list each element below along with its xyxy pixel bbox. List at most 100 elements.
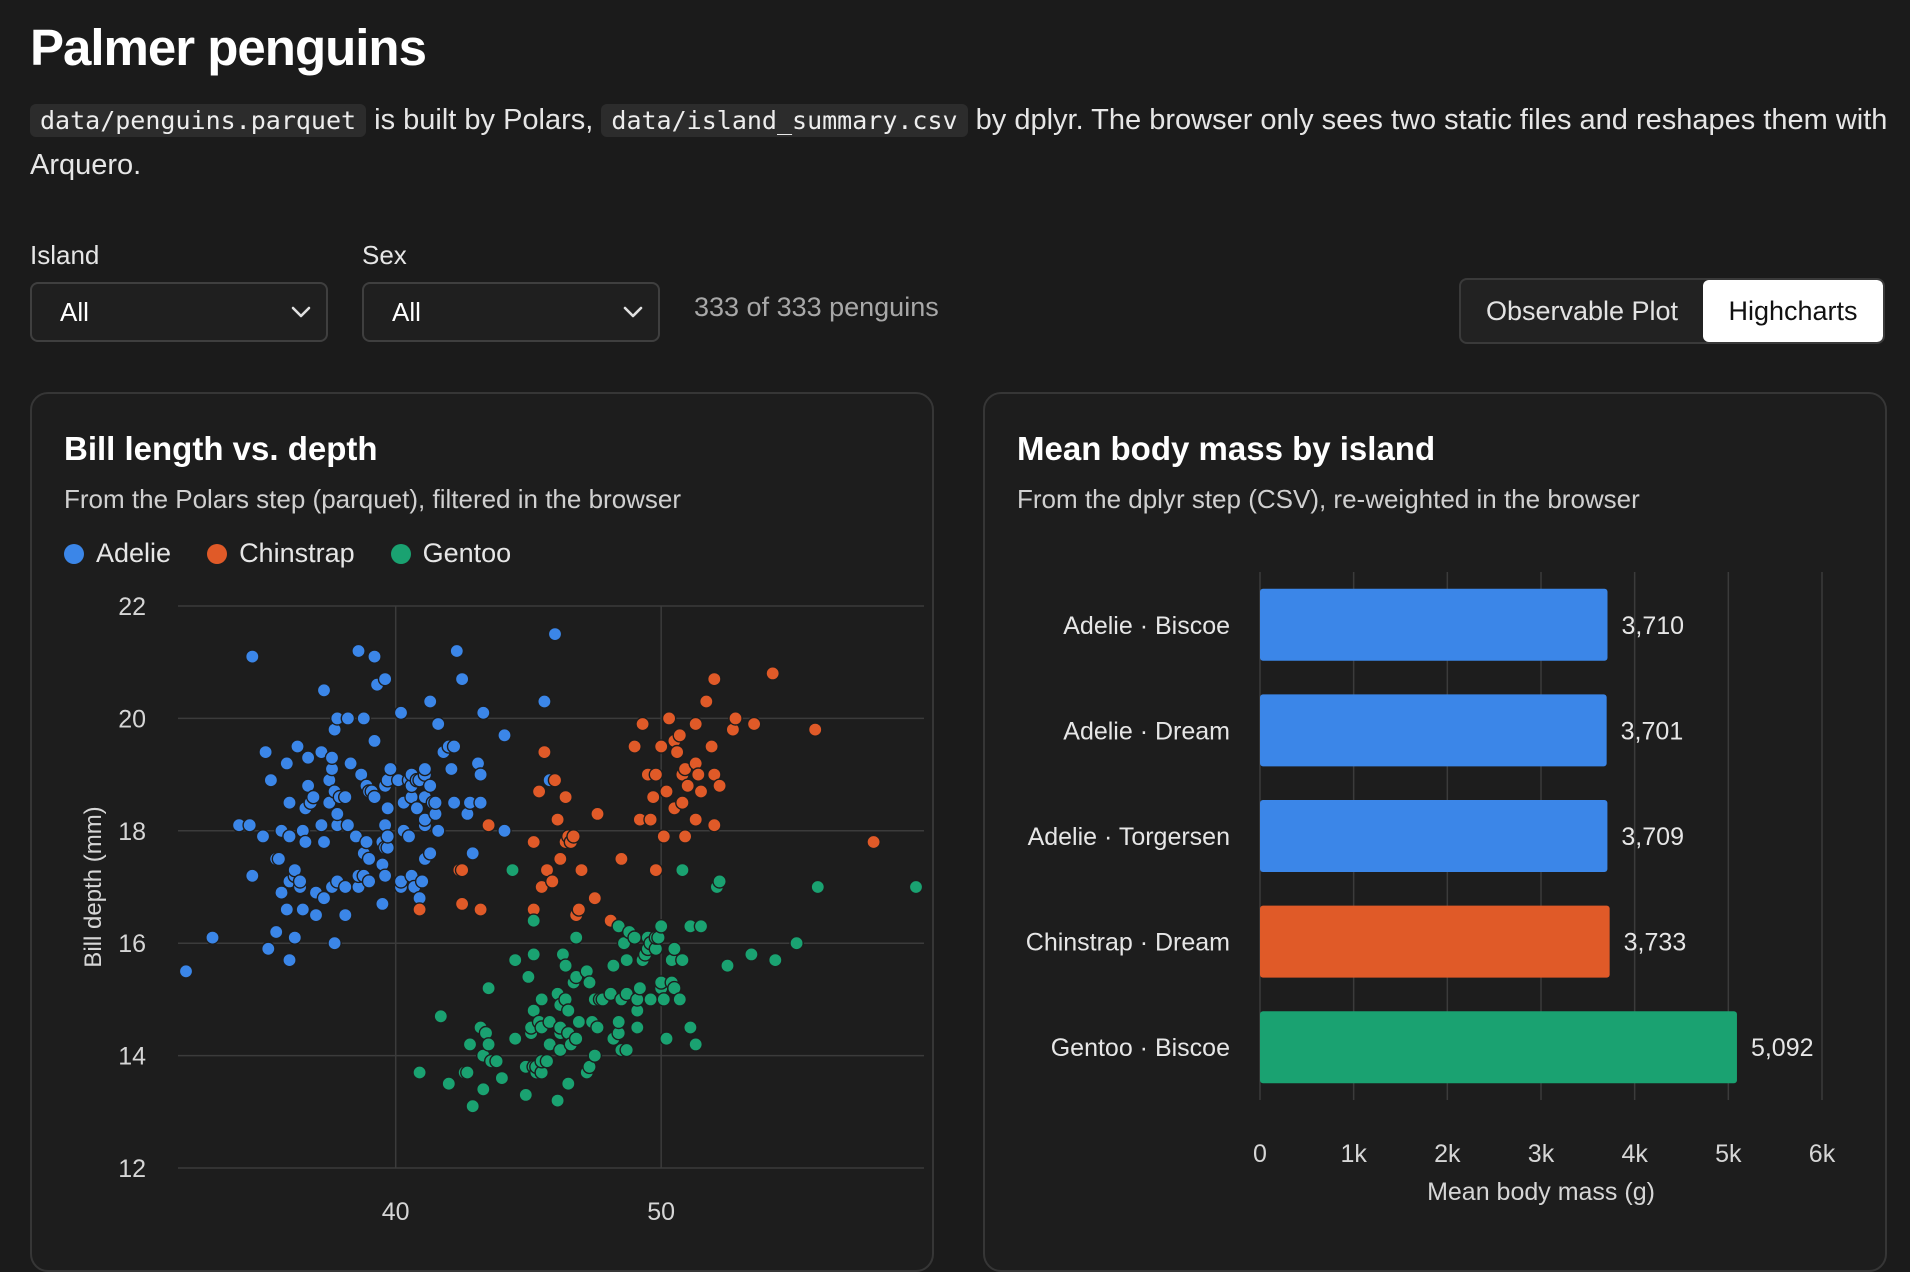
- scatter-point-gentoo[interactable]: [693, 918, 709, 934]
- scatter-point-chinstrap[interactable]: [704, 739, 719, 754]
- scatter-point-chinstrap[interactable]: [688, 812, 704, 827]
- scatter-point-adelie[interactable]: [430, 823, 446, 839]
- scatter-point-chinstrap[interactable]: [746, 716, 762, 732]
- scatter-point-gentoo[interactable]: [643, 992, 658, 1007]
- scatter-point-gentoo[interactable]: [460, 1065, 475, 1080]
- scatter-point-gentoo[interactable]: [526, 913, 542, 929]
- scatter-point-adelie[interactable]: [340, 711, 356, 726]
- scatter-point-adelie[interactable]: [178, 963, 194, 979]
- scatter-point-adelie[interactable]: [380, 800, 396, 816]
- scatter-point-adelie[interactable]: [414, 874, 430, 889]
- scatter-point-adelie[interactable]: [444, 761, 459, 777]
- scatter-point-chinstrap[interactable]: [558, 789, 573, 805]
- scatter-point-adelie[interactable]: [475, 705, 491, 721]
- scatter-point-chinstrap[interactable]: [707, 817, 722, 833]
- scatter-point-adelie[interactable]: [449, 643, 465, 659]
- scatter-point-chinstrap[interactable]: [693, 784, 709, 799]
- scatter-point-chinstrap[interactable]: [807, 722, 823, 737]
- scatter-point-adelie[interactable]: [260, 941, 276, 957]
- scatter-point-gentoo[interactable]: [521, 969, 536, 985]
- legend-item-adelie[interactable]: Adelie: [64, 538, 171, 569]
- scatter-point-adelie[interactable]: [367, 789, 382, 805]
- scatter-point-adelie[interactable]: [375, 896, 390, 912]
- scatter-point-gentoo[interactable]: [507, 952, 523, 968]
- scatter-point-gentoo[interactable]: [539, 1053, 555, 1069]
- scatter-point-gentoo[interactable]: [587, 1048, 603, 1063]
- scatter-point-adelie[interactable]: [298, 834, 313, 850]
- scatter-point-gentoo[interactable]: [675, 952, 690, 968]
- scatter-point-adelie[interactable]: [271, 851, 287, 867]
- scatter-point-chinstrap[interactable]: [473, 902, 488, 917]
- scatter-point-adelie[interactable]: [308, 907, 324, 923]
- scatter-point-chinstrap[interactable]: [531, 784, 547, 799]
- scatter-point-adelie[interactable]: [255, 829, 271, 844]
- scatter-point-adelie[interactable]: [306, 789, 321, 805]
- scatter-point-gentoo[interactable]: [672, 992, 688, 1007]
- legend-item-chinstrap[interactable]: Chinstrap: [207, 538, 355, 569]
- scatter-point-chinstrap[interactable]: [566, 829, 581, 844]
- scatter-point-gentoo[interactable]: [568, 1031, 584, 1047]
- scatter-point-chinstrap[interactable]: [590, 806, 605, 822]
- scatter-point-adelie[interactable]: [327, 935, 342, 951]
- scatter-point-adelie[interactable]: [329, 806, 345, 822]
- scatter-point-chinstrap[interactable]: [635, 716, 650, 732]
- scatter-point-chinstrap[interactable]: [672, 727, 688, 743]
- scatter-point-adelie[interactable]: [367, 649, 382, 664]
- scatter-point-chinstrap[interactable]: [545, 874, 560, 889]
- scatter-point-chinstrap[interactable]: [680, 778, 696, 794]
- scatter-point-gentoo[interactable]: [659, 1031, 674, 1047]
- scatter-point-gentoo[interactable]: [494, 1070, 510, 1086]
- scatter-point-adelie[interactable]: [377, 868, 393, 884]
- scatter-point-adelie[interactable]: [497, 823, 512, 839]
- scatter-point-gentoo[interactable]: [768, 952, 783, 968]
- bar-adelie-dream[interactable]: [1260, 694, 1607, 767]
- scatter-point-gentoo[interactable]: [534, 992, 550, 1007]
- scatter-point-adelie[interactable]: [465, 845, 481, 861]
- highcharts-button[interactable]: Highcharts: [1703, 280, 1883, 342]
- scatter-point-adelie[interactable]: [359, 834, 374, 850]
- scatter-point-gentoo[interactable]: [611, 1014, 627, 1030]
- scatter-point-adelie[interactable]: [497, 727, 512, 743]
- scatter-point-chinstrap[interactable]: [659, 784, 674, 799]
- scatter-point-gentoo[interactable]: [619, 1042, 635, 1058]
- scatter-point-gentoo[interactable]: [653, 918, 669, 934]
- scatter-point-gentoo[interactable]: [627, 930, 642, 945]
- scatter-point-adelie[interactable]: [422, 845, 438, 861]
- scatter-point-gentoo[interactable]: [441, 1076, 457, 1092]
- scatter-point-adelie[interactable]: [454, 671, 470, 687]
- scatter-point-gentoo[interactable]: [810, 879, 826, 895]
- scatter-point-adelie[interactable]: [446, 739, 462, 754]
- scatter-point-adelie[interactable]: [547, 626, 563, 642]
- scatter-point-adelie[interactable]: [279, 756, 295, 771]
- scatter-point-adelie[interactable]: [343, 756, 358, 771]
- scatter-point-chinstrap[interactable]: [412, 902, 427, 917]
- scatter-point-adelie[interactable]: [244, 868, 260, 884]
- legend-item-gentoo[interactable]: Gentoo: [390, 538, 511, 569]
- scatter-point-adelie[interactable]: [361, 851, 377, 867]
- scatter-point-adelie[interactable]: [422, 694, 438, 709]
- scatter-point-chinstrap[interactable]: [454, 896, 470, 912]
- scatter-point-adelie[interactable]: [300, 750, 316, 765]
- scatter-point-adelie[interactable]: [430, 716, 446, 732]
- scatter-point-chinstrap[interactable]: [643, 812, 658, 827]
- scatter-point-chinstrap[interactable]: [712, 778, 727, 794]
- scatter-point-adelie[interactable]: [274, 885, 289, 900]
- scatter-point-gentoo[interactable]: [558, 958, 573, 974]
- scatter-point-adelie[interactable]: [337, 907, 353, 923]
- scatter-point-gentoo[interactable]: [505, 862, 520, 878]
- scatter-point-adelie[interactable]: [292, 874, 308, 889]
- scatter-point-chinstrap[interactable]: [691, 767, 706, 782]
- scatter-point-adelie[interactable]: [428, 795, 443, 810]
- scatter-point-adelie[interactable]: [316, 683, 332, 698]
- scatter-point-chinstrap[interactable]: [627, 739, 642, 754]
- scatter-point-adelie[interactable]: [258, 744, 273, 760]
- scatter-point-chinstrap[interactable]: [537, 744, 552, 760]
- scatter-point-adelie[interactable]: [205, 930, 220, 945]
- scatter-point-adelie[interactable]: [268, 924, 284, 940]
- scatter-point-adelie[interactable]: [279, 902, 295, 917]
- scatter-point-chinstrap[interactable]: [656, 829, 672, 844]
- scatter-point-chinstrap[interactable]: [553, 851, 568, 867]
- scatter-point-chinstrap[interactable]: [675, 795, 690, 810]
- scatter-point-gentoo[interactable]: [568, 930, 584, 945]
- scatter-point-gentoo[interactable]: [433, 1008, 449, 1024]
